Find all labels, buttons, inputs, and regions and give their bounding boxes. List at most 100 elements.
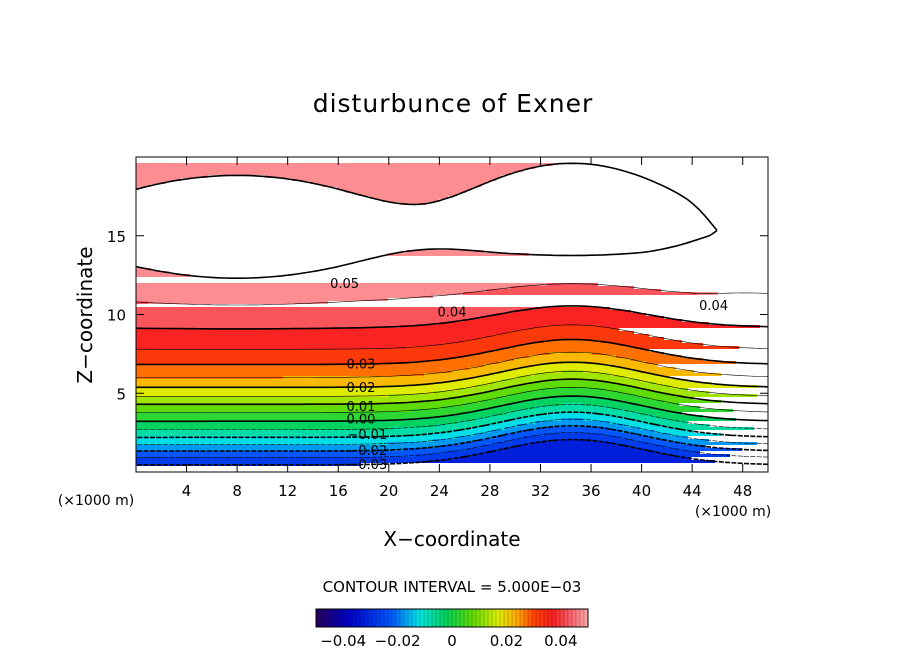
- contour-cell: [493, 349, 649, 352]
- contour-cell: [433, 439, 478, 442]
- contour-cell: [463, 403, 508, 406]
- colorbar-swatch: [324, 609, 329, 627]
- contour-cell: [511, 286, 634, 289]
- contour-cell: [643, 448, 679, 451]
- contour-cell: [529, 382, 616, 385]
- contour-cell: [136, 181, 166, 184]
- contour-cell: [136, 298, 388, 301]
- contour-cell: [475, 433, 505, 436]
- contour-cell: [466, 448, 502, 451]
- contour-label: 0.04: [699, 299, 728, 314]
- contour-cell: [136, 391, 433, 394]
- x-tick-label: 48: [733, 482, 752, 500]
- contour-cell: [475, 376, 517, 379]
- contour-cell: [499, 421, 535, 424]
- contour-cell: [667, 439, 709, 442]
- contour-line: [136, 283, 768, 306]
- contour-cell: [625, 424, 661, 427]
- contour-cell: [583, 361, 646, 364]
- contour-cell: [463, 340, 544, 343]
- contour-cell: [181, 178, 292, 181]
- contour-line: [136, 411, 768, 439]
- colorbar-swatch: [516, 609, 521, 627]
- contour-cell: [427, 202, 694, 205]
- contour-cell: [166, 181, 310, 184]
- contour-line: [136, 378, 768, 406]
- colorbar: [315, 609, 589, 627]
- colorbar-swatch: [536, 609, 541, 627]
- contour-cell: [442, 406, 493, 409]
- contour-cell: [136, 460, 427, 463]
- contour-cell: [136, 262, 352, 265]
- contour-cell: [136, 337, 478, 340]
- contour-cell: [148, 301, 328, 304]
- colorbar-swatch: [408, 609, 413, 627]
- contour-cell: [544, 325, 601, 328]
- contour-cell: [136, 172, 511, 175]
- contour-cell: [136, 412, 463, 415]
- colorbar-swatch: [444, 609, 449, 627]
- colorbar-swatch: [400, 609, 405, 627]
- contour-cell: [136, 343, 442, 346]
- contour-cell: [460, 442, 496, 445]
- x-tick-label: 20: [379, 482, 398, 500]
- contour-cell: [463, 412, 505, 415]
- contour-cell: [502, 448, 643, 451]
- contour-cell: [433, 391, 484, 394]
- contour-cell: [640, 427, 676, 430]
- contour-cell: [136, 307, 535, 310]
- contour-cell: [508, 403, 562, 406]
- x-tick-label: 24: [430, 482, 449, 500]
- contour-label: −0.01: [347, 428, 387, 443]
- contour-lines: [136, 162, 768, 466]
- contour-cell: [136, 196, 370, 199]
- contour-cell: [505, 433, 544, 436]
- contour-cell: [625, 376, 670, 379]
- contour-cell: [136, 433, 424, 436]
- contour-cell: [463, 292, 697, 295]
- contour-interval-text: CONTOUR INTERVAL = 5.000E−03: [323, 578, 582, 596]
- colorbar-swatch: [348, 609, 353, 627]
- contour-cell: [637, 394, 676, 397]
- contour-line: [136, 387, 768, 413]
- contour-cell: [457, 388, 499, 391]
- contour-cell: [544, 433, 601, 436]
- contour-cell: [136, 328, 526, 331]
- contour-cell: [637, 433, 670, 436]
- contour-cell: [136, 184, 151, 187]
- contour-cell: [496, 442, 532, 445]
- contour-cell: [514, 358, 631, 361]
- contour-cell: [526, 328, 619, 331]
- contour-cell: [169, 271, 307, 274]
- contour-cell: [517, 409, 625, 412]
- contour-cell: [511, 439, 553, 442]
- contour-cell: [496, 397, 541, 400]
- contour-line: [136, 438, 768, 466]
- colorbar-tick-label: 0.02: [490, 632, 523, 650]
- contour-cell: [427, 460, 715, 463]
- contour-cell: [490, 415, 529, 418]
- colorbar-swatch: [368, 609, 373, 627]
- contour-cell: [583, 370, 640, 373]
- contour-cell: [469, 394, 508, 397]
- contour-cell: [466, 190, 673, 193]
- contour-cell: [445, 451, 487, 454]
- contour-cell: [412, 409, 478, 412]
- contour-cell: [190, 274, 286, 277]
- contour-cell: [652, 406, 700, 409]
- colorbar-swatch: [560, 609, 565, 627]
- colorbar-swatch: [468, 609, 473, 627]
- contour-cell: [487, 451, 658, 454]
- colorbar-swatch: [472, 609, 477, 627]
- y-tick-label: 5: [116, 385, 126, 403]
- contour-cell: [457, 421, 499, 424]
- contour-cell: [622, 400, 664, 403]
- contour-cell: [136, 442, 388, 445]
- y-axis-label: Z−coordinate: [73, 246, 97, 383]
- contour-cell: [661, 391, 709, 394]
- contour-cell: [388, 253, 529, 256]
- x-unit-label-right: (×1000 m): [695, 504, 771, 520]
- contour-cell: [538, 427, 607, 430]
- contour-cell: [136, 292, 463, 295]
